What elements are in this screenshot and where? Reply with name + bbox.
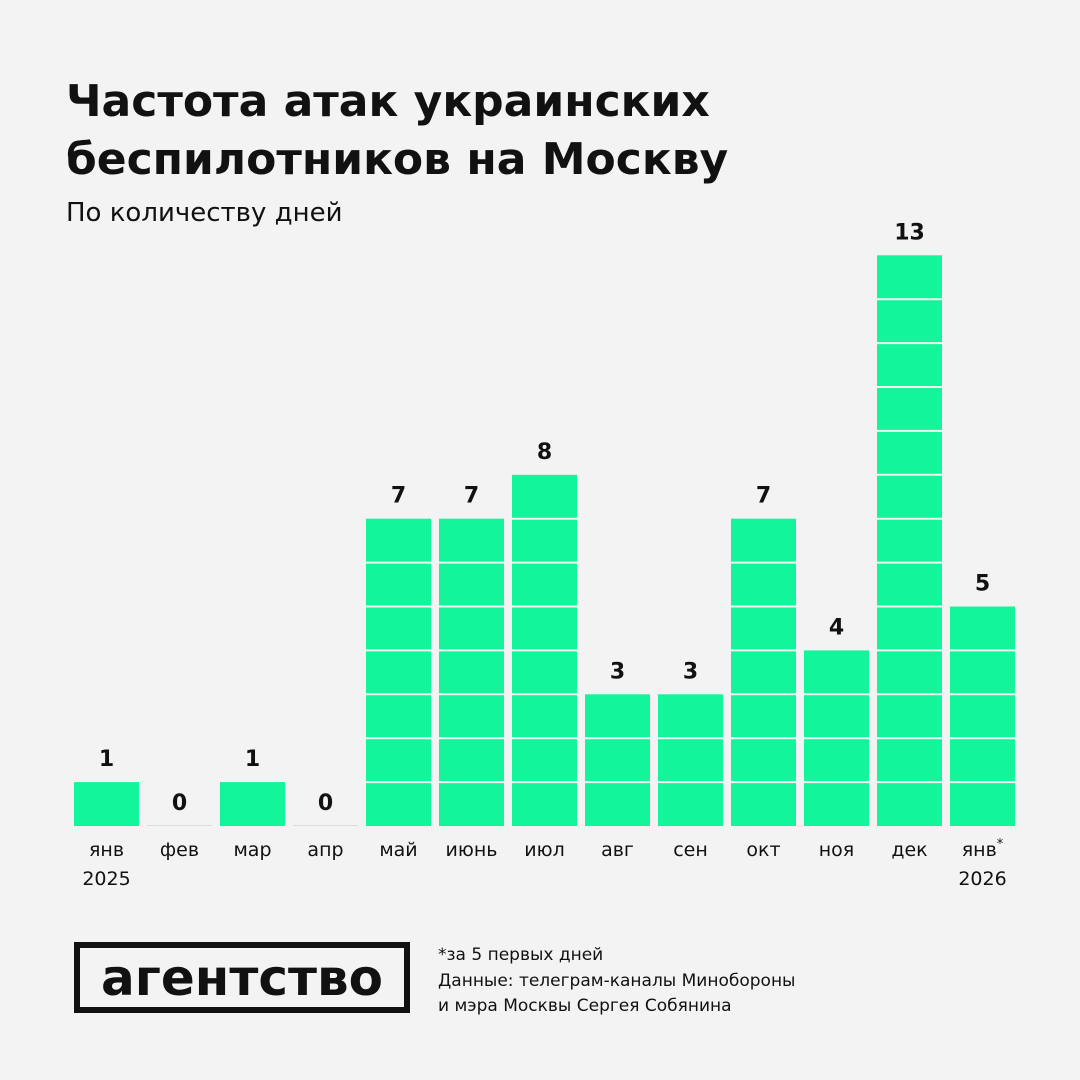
x-tick-label: ноя: [819, 839, 854, 861]
category-name: мар: [233, 839, 271, 861]
bar: [658, 694, 723, 826]
value-label: 0: [318, 791, 333, 816]
value-label: 1: [245, 747, 260, 772]
x-tick-year: 2025: [82, 868, 130, 890]
bar: [731, 518, 796, 826]
x-tick-label: янв: [89, 839, 124, 861]
bar: [366, 518, 431, 826]
bar: [950, 606, 1015, 826]
value-label: 7: [391, 484, 406, 509]
category-name: дек: [891, 839, 927, 861]
value-label: 0: [172, 791, 187, 816]
x-tick-label: янв*: [962, 837, 1004, 861]
x-tick-label: апр: [307, 839, 343, 861]
x-tick-label: мар: [233, 839, 271, 861]
category-name: окт: [746, 839, 780, 861]
value-label: 5: [975, 572, 990, 597]
bar: [147, 825, 212, 826]
category-name: янв: [89, 839, 124, 861]
category-name: янв: [962, 839, 997, 861]
bar: [439, 518, 504, 826]
footnote: *за 5 первых дней: [438, 945, 603, 965]
x-tick-label: дек: [891, 839, 927, 861]
bar: [585, 694, 650, 826]
x-tick-label: фев: [160, 839, 199, 861]
chart-title: Частота атак украинских: [66, 76, 710, 127]
chart-subtitle: По количеству дней: [66, 198, 343, 228]
source: и мэра Москвы Сергея Собянина: [438, 996, 732, 1016]
category-name: июнь: [446, 839, 498, 861]
x-tick-label: сен: [673, 839, 708, 861]
x-tick-label: июл: [524, 839, 565, 861]
category-name: ноя: [819, 839, 854, 861]
chart-title: беспилотников на Москву: [66, 134, 728, 185]
x-tick-label: июнь: [446, 839, 498, 861]
x-tick-label: окт: [746, 839, 780, 861]
bar: [877, 255, 942, 827]
value-label: 7: [756, 484, 771, 509]
category-name: апр: [307, 839, 343, 861]
value-label: 7: [464, 484, 479, 509]
category-name: авг: [601, 839, 634, 861]
category-name: июл: [524, 839, 565, 861]
category-name: сен: [673, 839, 708, 861]
value-label: 8: [537, 440, 552, 465]
value-label: 1: [99, 747, 114, 772]
value-label: 4: [829, 615, 844, 640]
x-tick-year: 2026: [958, 868, 1006, 890]
x-tick-label: авг: [601, 839, 634, 861]
category-name: фев: [160, 839, 199, 861]
logo-frame: [74, 942, 410, 1013]
source: Данные: телеграм-каналы Минобороны: [438, 971, 795, 991]
logo: агентство: [101, 949, 383, 1007]
bar: [220, 782, 285, 826]
footnote-mark: *: [997, 837, 1004, 852]
value-label: 13: [894, 220, 925, 245]
value-label: 3: [683, 659, 698, 684]
bar: [74, 782, 139, 826]
category-name: май: [379, 839, 417, 861]
value-label: 3: [610, 659, 625, 684]
bar: [293, 825, 358, 826]
x-tick-label: май: [379, 839, 417, 861]
